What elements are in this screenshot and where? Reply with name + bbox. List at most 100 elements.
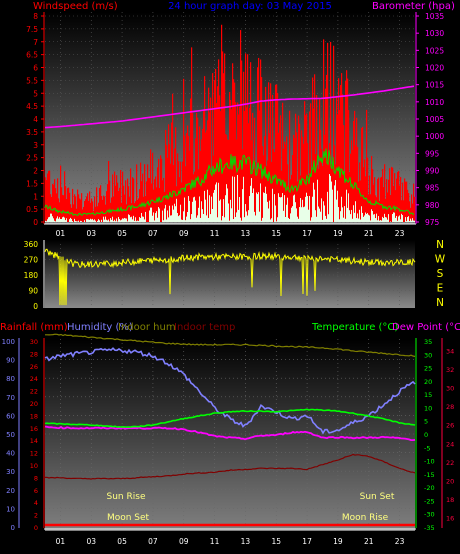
wind-bar [209,195,210,222]
wind-bar [98,219,99,222]
wind-bar [104,219,105,222]
gust-bar [126,204,128,222]
gust-bar [282,102,284,222]
gust-bar [192,112,194,222]
gust-bar [408,193,410,222]
wind-bar [190,219,191,222]
wind-bar [368,214,369,222]
gust-bar [404,178,406,222]
gust-bar [147,164,149,222]
humidity-tick: 80 [6,375,15,383]
wind-bar [153,212,154,222]
rainfall-title: Rainfall (mm) [0,322,68,333]
wind-bar [398,216,399,222]
gust-bar [402,182,404,222]
wind-bar [246,211,247,222]
gust-bar [125,180,127,222]
wind-bar [414,220,415,222]
gust-bar [45,177,47,222]
gust-bar [340,85,342,222]
wind-bar [251,178,252,222]
indoor-temp-tick: 26 [446,422,454,430]
gust-bar [275,84,277,223]
rainfall-tick: 10 [30,462,38,470]
gust-bar [295,113,297,222]
gust-bar [268,82,270,223]
wind-bar [254,211,255,222]
gust-bar [121,202,123,222]
gust-bar [81,193,83,222]
gust-bar [96,187,98,222]
gust-bar [182,161,184,222]
gust-bar [290,179,292,222]
wind-bar [65,220,66,222]
wind-bar [165,204,166,222]
gust-bar [218,59,220,222]
gust-bar [149,177,151,222]
windspeed-tick: 6 [33,64,38,73]
gust-bar [132,177,134,222]
gust-bar [376,197,378,222]
rainfall-tick: 28 [30,350,38,358]
indoor-temp-tick: 24 [446,440,454,448]
gust-bar [168,124,170,222]
top-hour-tick: 15 [271,229,281,238]
gust-bar [312,77,314,222]
wind-bar [62,217,63,222]
gust-bar [307,143,309,222]
wind-bar [173,209,174,222]
gust-bar [315,153,317,222]
gust-bar [383,187,385,222]
wind-bar [95,220,96,222]
wind-bar [58,218,59,222]
wind-bar [226,184,227,222]
moonrise-label: Moon Rise [342,513,389,523]
gust-bar [130,168,132,222]
windspeed-tick: 7.5 [26,25,38,34]
wind-bar [121,219,122,222]
gust-bar [117,182,119,222]
temperature-tick: -5 [424,444,430,452]
wind-bar [264,193,265,222]
humidity-tick: 0 [11,524,15,532]
wind-bar [252,193,253,222]
gust-bar [204,76,206,223]
wind-bar [70,217,71,222]
gust-bar [77,189,79,222]
gust-bar [245,53,247,223]
gust-bar [278,132,280,222]
wind-bar [338,207,339,222]
wind-bar [125,218,126,222]
gust-bar [52,183,54,222]
wind-bar [89,219,90,222]
wind-bar [276,221,277,222]
wind-bar [93,220,94,222]
humidity-tick: 50 [6,431,15,439]
indoor-temp-tick: 16 [446,515,454,523]
gust-bar [234,82,236,222]
gust-bar [265,86,267,222]
gust-bar [243,71,245,222]
wind-bar [114,219,115,222]
barometer-line [44,85,415,129]
wind-bar [200,217,201,222]
gust-bar [111,197,113,222]
wind-bar [345,218,346,222]
dewpoint-line [44,425,416,442]
wind-bar [202,209,203,222]
wind-bar [369,215,370,222]
wind-bar [116,218,117,222]
bottom-lines [44,333,416,527]
wind-bar [81,221,82,222]
wind-bar [379,220,380,222]
wind-bar [317,179,318,222]
top-hour-tick: 05 [117,229,127,238]
gust-bar [131,203,133,222]
wind-bar [199,196,200,222]
gust-bar [345,80,347,222]
gust-bar [338,78,340,222]
gust-bar [154,179,156,222]
gust-bar [342,94,344,222]
wind-bar [382,216,383,222]
wind-bar [288,217,289,222]
